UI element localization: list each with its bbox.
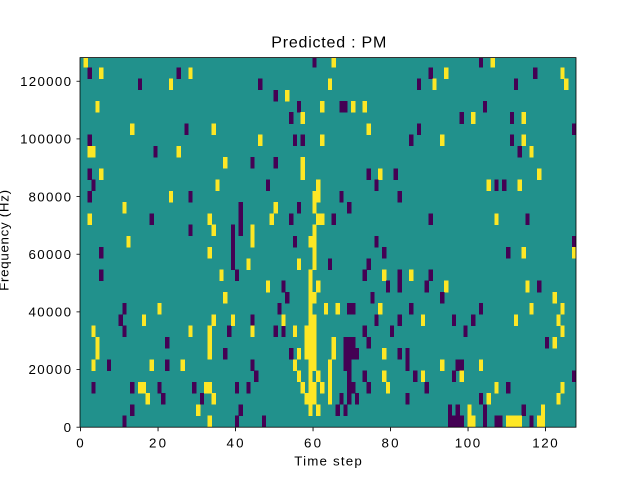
svg-text:100: 100: [455, 435, 480, 450]
svg-text:0: 0: [76, 435, 83, 450]
svg-text:Frequency (Hz): Frequency (Hz): [0, 190, 12, 291]
svg-text:0: 0: [64, 420, 71, 435]
svg-text:20000: 20000: [29, 362, 72, 377]
svg-text:120000: 120000: [20, 74, 71, 89]
svg-text:Time step: Time step: [294, 453, 362, 468]
svg-text:100000: 100000: [20, 132, 71, 147]
svg-text:80000: 80000: [29, 189, 72, 204]
svg-text:40000: 40000: [29, 305, 72, 320]
svg-text:120: 120: [532, 435, 557, 450]
svg-text:Predicted : PM: Predicted : PM: [271, 35, 386, 52]
svg-text:60000: 60000: [29, 247, 72, 262]
